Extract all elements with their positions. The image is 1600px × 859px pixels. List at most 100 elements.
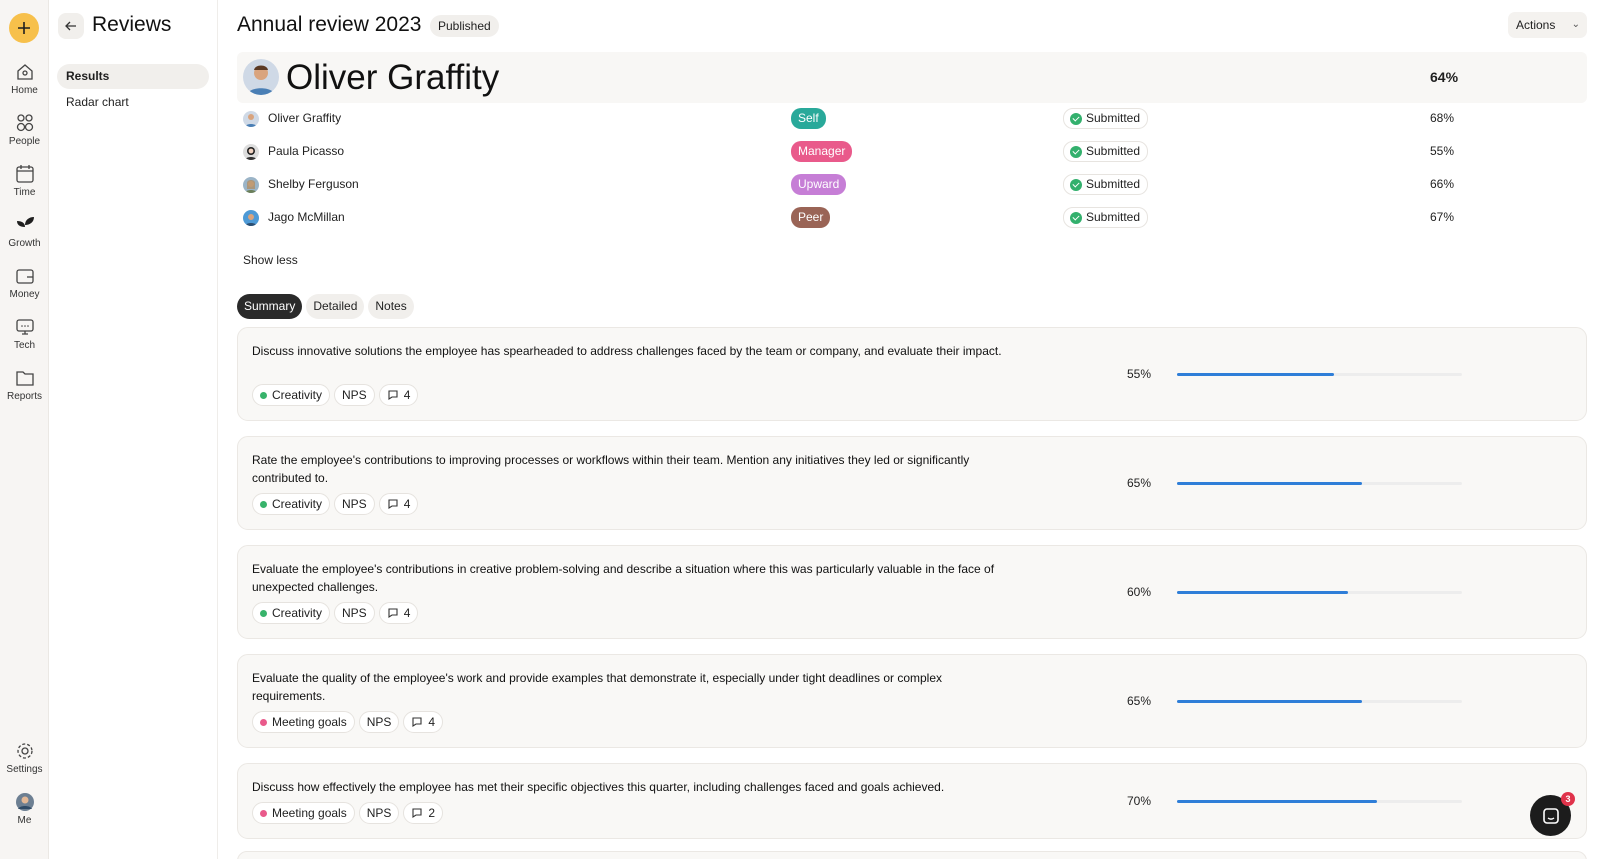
chat-launcher-button[interactable]: 3 bbox=[1530, 792, 1575, 836]
score-bar bbox=[1177, 591, 1462, 594]
reviewer-type-badge: Upward bbox=[791, 174, 847, 195]
category-dot bbox=[260, 609, 267, 617]
comments-chip[interactable]: 2 bbox=[403, 802, 444, 824]
question-text: Discuss innovative solutions the employe… bbox=[252, 344, 1002, 358]
comment-icon bbox=[412, 808, 422, 819]
submission-status: Submitted bbox=[1063, 174, 1149, 195]
nav-item-results[interactable]: Results bbox=[57, 64, 209, 89]
category-chip: Creativity bbox=[252, 493, 331, 515]
add-button[interactable] bbox=[9, 13, 39, 43]
avatar bbox=[15, 793, 34, 811]
rail-item-people[interactable]: People bbox=[0, 113, 49, 147]
reviewer-score: 67% bbox=[1430, 210, 1455, 224]
reviewer-score: 55% bbox=[1430, 144, 1455, 158]
rail-item-home[interactable]: Home bbox=[0, 62, 49, 96]
metric-chip: NPS bbox=[334, 384, 375, 406]
question-score: 65% bbox=[1127, 476, 1152, 490]
question-card[interactable]: Rate the employee's contributions to imp… bbox=[237, 436, 1587, 530]
check-circle-icon bbox=[1070, 212, 1082, 224]
status-label: Submitted bbox=[1086, 177, 1141, 191]
comment-icon bbox=[388, 499, 398, 510]
comment-count: 4 bbox=[403, 388, 411, 402]
status-badge: Published bbox=[430, 15, 499, 37]
question-card[interactable]: Discuss innovative solutions the employe… bbox=[237, 327, 1587, 421]
rail-item-time[interactable]: Time bbox=[0, 164, 49, 198]
score-bar-fill bbox=[1177, 700, 1363, 703]
reviewer-row[interactable]: Shelby Ferguson Upward Submitted 66% bbox=[237, 168, 1587, 201]
avatar bbox=[243, 210, 259, 226]
score-bar-fill bbox=[1177, 373, 1334, 376]
avatar bbox=[243, 59, 279, 95]
comments-chip[interactable]: 4 bbox=[378, 384, 419, 406]
check-circle-icon bbox=[1070, 179, 1082, 191]
category-chip: Creativity bbox=[252, 602, 331, 624]
question-tags: Meeting goals NPS 4 bbox=[252, 711, 444, 733]
question-card[interactable]: Evaluate the quality of the employee's w… bbox=[237, 654, 1587, 748]
laptop-icon bbox=[15, 319, 34, 335]
category-label: Meeting goals bbox=[272, 715, 347, 729]
comment-count: 2 bbox=[428, 806, 436, 820]
check-circle-icon bbox=[1070, 146, 1082, 158]
submission-status: Submitted bbox=[1063, 141, 1149, 162]
comment-icon bbox=[412, 717, 422, 728]
metric-chip: NPS bbox=[358, 711, 400, 733]
question-card[interactable]: Evaluate the employee's contributions in… bbox=[237, 545, 1587, 639]
reviewer-type-badge: Self bbox=[791, 108, 826, 129]
gear-icon bbox=[16, 743, 33, 759]
nav-item-radar-chart[interactable]: Radar chart bbox=[66, 95, 129, 109]
calendar-icon bbox=[15, 165, 34, 183]
question-score: 55% bbox=[1127, 367, 1152, 381]
comments-chip[interactable]: 4 bbox=[403, 711, 444, 733]
status-label: Submitted bbox=[1086, 210, 1141, 224]
people-icon bbox=[16, 114, 33, 132]
category-dot bbox=[260, 809, 267, 817]
category-label: Meeting goals bbox=[272, 806, 347, 820]
category-label: Creativity bbox=[272, 388, 323, 402]
question-tags: Creativity NPS 4 bbox=[252, 384, 419, 406]
rail-item-reports[interactable]: Reports bbox=[0, 368, 49, 402]
rail-item-label: Me bbox=[17, 815, 32, 826]
category-chip: Meeting goals bbox=[252, 711, 355, 733]
question-score: 65% bbox=[1127, 694, 1152, 708]
comments-chip[interactable]: 4 bbox=[378, 493, 419, 515]
show-less-link[interactable]: Show less bbox=[243, 253, 298, 267]
question-text: Evaluate the employee's contributions in… bbox=[252, 562, 995, 594]
question-text: Evaluate the quality of the employee's w… bbox=[252, 671, 943, 703]
metric-chip: NPS bbox=[334, 493, 375, 515]
actions-dropdown[interactable]: Actions ⌄ bbox=[1508, 12, 1587, 38]
tab-summary[interactable]: Summary bbox=[237, 294, 303, 319]
folder-icon bbox=[15, 371, 34, 386]
reviewer-type-badge: Manager bbox=[791, 141, 853, 162]
leaf-icon bbox=[16, 217, 34, 233]
rail-item-money[interactable]: Money bbox=[0, 266, 49, 300]
chat-icon bbox=[1542, 807, 1559, 824]
score-bar-fill bbox=[1177, 800, 1377, 803]
question-card[interactable]: Discuss how effectively the employee has… bbox=[237, 763, 1587, 839]
rail-item-settings[interactable]: Settings bbox=[0, 741, 49, 775]
reviewer-row[interactable]: Jago McMillan Peer Submitted 67% bbox=[237, 201, 1587, 234]
reviewer-score: 68% bbox=[1430, 111, 1455, 125]
reviewer-name: Oliver Graffity bbox=[268, 111, 342, 125]
reviewer-name: Paula Picasso bbox=[268, 144, 345, 158]
left-rail: Home People Time Growth Money Tech Repor… bbox=[0, 0, 49, 859]
actions-label: Actions bbox=[1516, 18, 1556, 32]
metric-chip: NPS bbox=[358, 802, 400, 824]
tab-detailed[interactable]: Detailed bbox=[306, 294, 365, 319]
comments-chip[interactable]: 4 bbox=[378, 602, 419, 624]
comment-count: 4 bbox=[403, 497, 411, 511]
reviewer-row[interactable]: Paula Picasso Manager Submitted 55% bbox=[237, 135, 1587, 168]
question-card[interactable] bbox=[237, 851, 1587, 859]
tab-notes[interactable]: Notes bbox=[368, 294, 414, 319]
rail-item-tech[interactable]: Tech bbox=[0, 317, 49, 351]
rail-item-me[interactable]: Me bbox=[0, 792, 49, 826]
rail-item-growth[interactable]: Growth bbox=[0, 215, 49, 249]
check-circle-icon bbox=[1070, 113, 1082, 125]
reviewer-row[interactable]: Oliver Graffity Self Submitted 68% bbox=[237, 102, 1587, 135]
rail-item-label: Time bbox=[13, 187, 36, 198]
score-bar bbox=[1177, 373, 1462, 376]
home-icon bbox=[16, 64, 33, 80]
category-dot bbox=[260, 391, 267, 399]
back-button[interactable] bbox=[58, 13, 84, 39]
comment-count: 4 bbox=[428, 715, 436, 729]
view-tabs: Summary Detailed Notes bbox=[237, 294, 414, 319]
